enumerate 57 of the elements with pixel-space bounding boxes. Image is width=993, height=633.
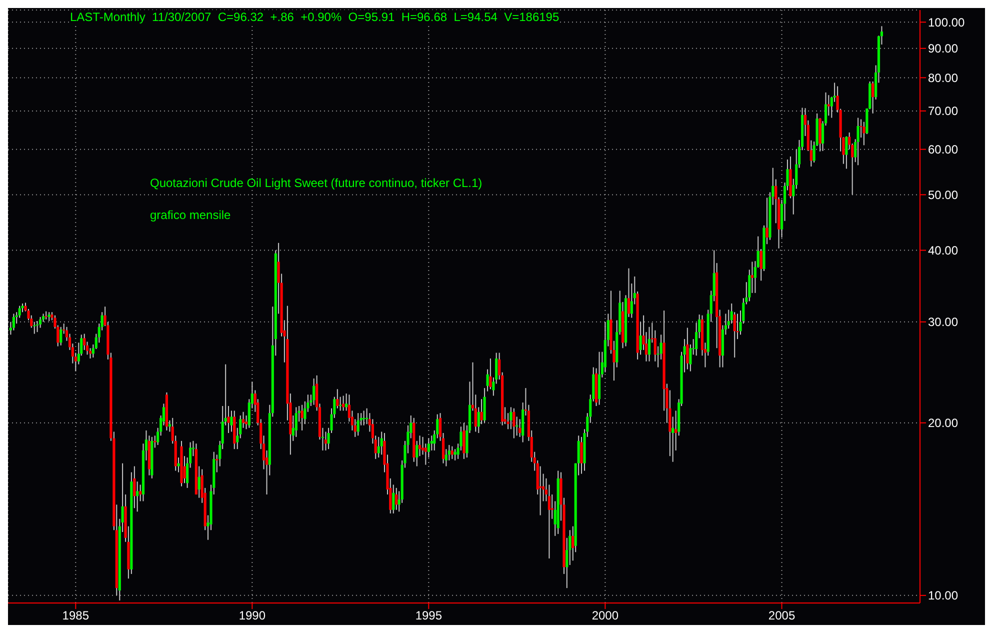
candlestick — [38, 316, 42, 328]
candlestick — [856, 117, 860, 166]
candlestick — [862, 121, 866, 146]
y-tick-label: 30.00 — [928, 315, 958, 330]
candlestick — [324, 431, 328, 451]
candlestick — [392, 484, 395, 514]
candlestick — [33, 321, 36, 334]
candlestick — [462, 422, 466, 460]
candlestick — [60, 326, 62, 346]
candlestick — [510, 406, 512, 430]
y-tick-label: 100.00 — [928, 15, 966, 30]
y-tick-label: 10.00 — [928, 588, 958, 603]
y-tick-label: 70.00 — [928, 104, 958, 118]
chart-title: LAST-Monthly 11/30/2007 C=96.32 +.86 +0.90% O=95.91 H=96.68 L=94.54 V=186195 — [70, 10, 560, 24]
candlestick — [300, 404, 304, 431]
x-tick-label: 1990 — [238, 608, 266, 623]
candlestick — [336, 388, 339, 409]
y-tick-label: 90.00 — [928, 42, 958, 56]
x-tick-label: 1995 — [415, 608, 442, 623]
candlestick — [136, 481, 139, 512]
candlestick — [395, 487, 398, 510]
candlestick — [312, 378, 316, 406]
candlestick — [518, 418, 522, 438]
candlestick — [512, 408, 516, 439]
candlestick — [872, 80, 874, 114]
candlestick — [572, 526, 574, 562]
candlestick — [450, 446, 454, 460]
candlestick — [480, 398, 483, 425]
annotation: grafico mensile — [150, 208, 231, 222]
candlestick — [418, 435, 422, 457]
x-tick-label: 2000 — [592, 608, 619, 623]
candlestick — [766, 197, 768, 245]
y-tick-label: 50.00 — [928, 188, 958, 202]
y-tick-label: 60.00 — [928, 142, 958, 157]
candlestick — [342, 395, 345, 412]
candlestick — [230, 410, 233, 432]
candlestick — [242, 411, 245, 428]
candlestick — [845, 136, 848, 170]
candlestick — [580, 436, 583, 474]
annotation: Quotazioni Crude Oil Light Sweet (future continuo, ticker CL.1) — [150, 176, 482, 190]
candlestick — [294, 406, 298, 438]
candlestick — [154, 435, 156, 448]
candlestick — [36, 320, 39, 333]
candlestick — [198, 466, 200, 498]
x-tick-label: 2005 — [768, 608, 796, 623]
candlestick — [648, 326, 651, 362]
candlestick — [83, 333, 86, 350]
candlestick — [627, 268, 630, 318]
y-tick-label: 80.00 — [928, 70, 958, 85]
candlestick — [12, 313, 16, 331]
x-tick-label: 1985 — [62, 608, 90, 623]
y-tick-label: 20.00 — [928, 416, 958, 430]
candlestick — [483, 388, 486, 424]
candlestick — [356, 412, 360, 436]
candlestick — [686, 327, 689, 370]
candlestick — [177, 457, 180, 473]
y-tick-label: 40.00 — [928, 244, 958, 258]
